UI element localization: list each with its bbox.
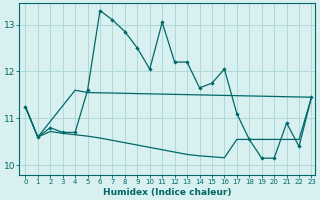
X-axis label: Humidex (Indice chaleur): Humidex (Indice chaleur) (103, 188, 231, 197)
